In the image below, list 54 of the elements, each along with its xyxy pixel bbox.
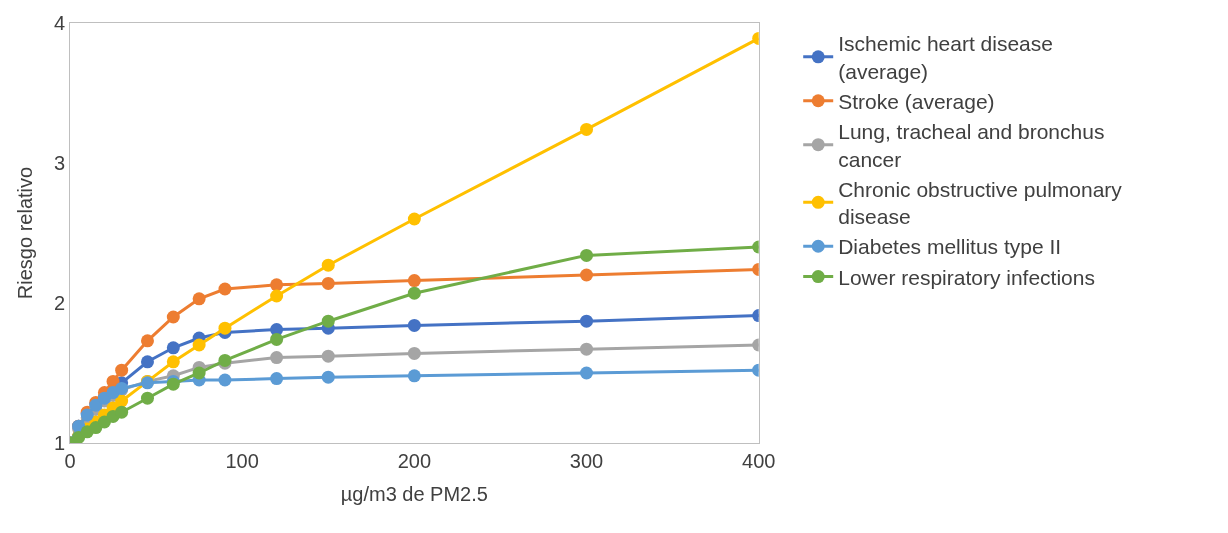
point: [140, 334, 154, 348]
point: [580, 248, 594, 262]
x-tick-label: 400: [742, 450, 776, 472]
x-tick-label: 100: [225, 450, 259, 472]
point: [140, 355, 154, 369]
point: [580, 314, 594, 328]
point: [115, 405, 129, 419]
point: [270, 278, 284, 292]
x-tick-label: 0: [64, 450, 76, 472]
y-tick-label: 1: [53, 432, 65, 454]
point: [580, 268, 594, 282]
legend-label: Chronic obstructive pulmonary disease: [838, 177, 1123, 229]
point: [321, 314, 335, 328]
point: [580, 122, 594, 136]
point: [192, 338, 206, 352]
legend-label: Ischemic heart disease (average): [838, 32, 1053, 83]
point: [580, 366, 594, 380]
y-tick-label: 2: [53, 292, 65, 314]
point: [270, 351, 284, 365]
point: [270, 289, 284, 303]
point: [218, 373, 232, 387]
point: [580, 342, 594, 356]
point: [321, 349, 335, 363]
point: [321, 258, 335, 272]
y-axis-title: Riesgo relativo: [14, 166, 37, 300]
point: [115, 363, 129, 377]
point: [407, 286, 421, 300]
legend-label: Stroke (average): [838, 89, 995, 113]
point: [166, 355, 180, 369]
y-tick-label: 3: [53, 152, 65, 174]
legend-label: Lung, tracheal and bronchus cancer: [838, 120, 1105, 171]
point: [218, 321, 232, 335]
legend-label: Lower respiratory infections: [838, 265, 1095, 289]
point: [270, 332, 284, 346]
point: [166, 341, 180, 355]
point: [407, 369, 421, 383]
x-tick-label: 300: [569, 450, 604, 472]
point: [407, 346, 421, 360]
point: [321, 370, 335, 384]
x-axis-title: µg/m3 de PM2.5: [340, 482, 488, 505]
point: [407, 212, 421, 226]
point: [192, 292, 206, 306]
point: [115, 394, 129, 408]
point: [218, 282, 232, 296]
point: [192, 366, 206, 380]
legend-label: Diabetes mellitus type II: [838, 235, 1062, 259]
point: [407, 274, 421, 288]
point: [321, 276, 335, 290]
point: [166, 310, 180, 324]
point: [407, 318, 421, 332]
x-tick-label: 200: [397, 450, 432, 472]
point: [140, 391, 154, 405]
y-tick-label: 4: [53, 12, 65, 34]
point: [270, 372, 284, 386]
